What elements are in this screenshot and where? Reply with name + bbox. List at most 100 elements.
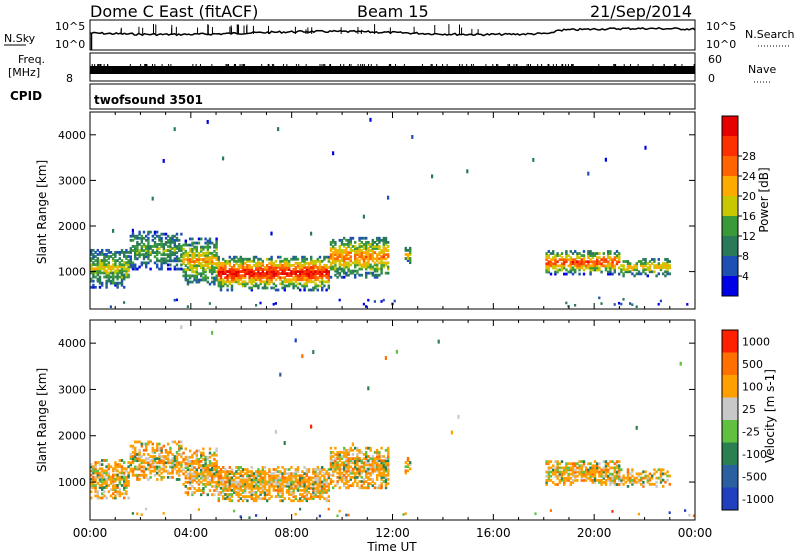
heatmap-cell [140,263,143,267]
heatmap-cell [664,266,667,270]
heatmap-cell [382,253,385,257]
heatmap-cell [283,257,286,261]
heatmap-cell [123,267,126,271]
heatmap-cell [576,478,579,482]
heatmap-cell [582,250,586,253]
heatmap-cell [200,489,203,492]
heatmap-cell [283,468,286,471]
heatmap-cell [288,478,291,482]
heatmap-cell [195,476,198,480]
heatmap-cell [142,236,146,240]
heatmap-cell [266,268,269,271]
heatmap-cell [274,468,278,471]
heatmap-cell [582,258,586,262]
heatmap-cell [94,490,97,494]
heatmap-cell [281,499,284,503]
heatmap-cell [94,259,97,263]
heatmap-cell [618,468,621,472]
heatmap-cell [378,453,381,456]
heatmap-cell [387,453,390,456]
heatmap-cell [272,282,275,286]
heatmap-cell [303,255,306,259]
heatmap-cell [409,248,412,252]
heatmap-cell [626,264,630,268]
heatmap-cell [664,270,667,274]
heatmap-cell [90,477,93,481]
heatmap-cell [120,265,124,269]
heatmap-cell [604,258,608,262]
heatmap-cell [620,270,623,274]
heatmap-cell [329,263,333,267]
heatmap-cell [323,468,326,471]
heatmap-cell [334,247,337,250]
heatmap-cell [120,477,124,481]
heatmap-cell [343,463,346,467]
heatmap-cell [301,493,304,496]
heatmap-cell [358,236,361,240]
heatmap-cell [268,493,271,496]
heatmap-cell [318,486,322,490]
heatmap-cell [296,488,300,492]
heatmap-cell [334,261,337,265]
heatmap-cell [596,260,599,264]
heatmap-cell [316,491,319,494]
heatmap-cell [618,256,621,260]
heatmap-cell [371,484,374,488]
heatmap-cell [211,253,214,257]
heatmap-cell [343,478,346,481]
heatmap-cell [173,463,176,467]
colorbar-swatch [722,465,738,488]
heatmap-cell [611,478,614,482]
heatmap-cell [169,471,172,475]
heatmap-cell [411,134,414,139]
heatmap-cell [369,446,372,450]
heatmap-cell [285,472,289,476]
heatmap-cell [120,492,124,496]
heatmap-cell [376,267,379,271]
heatmap-cell [384,480,388,483]
heatmap-cell [318,480,322,484]
heatmap-cell [303,491,306,494]
heatmap-cell [98,486,102,489]
heatmap-cell [274,478,278,482]
heatmap-cell [582,262,586,266]
heatmap-cell [241,499,245,503]
heatmap-cell [191,480,194,484]
heatmap-cell [642,270,645,274]
heatmap-cell [131,261,135,265]
heatmap-cell [646,476,649,480]
colorbar-swatch [722,352,738,375]
heatmap-cell [622,266,625,270]
heatmap-cell [123,261,126,265]
heatmap-cell [626,484,630,488]
heatmap-cell [362,463,366,467]
heatmap-cell [356,457,359,461]
heatmap-cell [200,472,203,476]
heatmap-cell [160,238,163,242]
heatmap-cell [228,499,231,503]
heatmap-cell [567,462,570,466]
heatmap-cell [345,253,348,257]
heatmap-cell [134,245,137,248]
heatmap-cell [318,478,322,482]
heatmap-cell [147,236,150,240]
heatmap-cell [272,468,275,471]
heatmap-cell [129,259,132,263]
heatmap-cell [208,447,212,451]
heatmap-cell [589,270,592,274]
heatmap-cell [369,249,372,252]
heatmap-cell [648,482,652,486]
heatmap-cell [206,480,209,484]
heatmap-cell [184,241,187,245]
heatmap-cell [354,251,357,255]
heatmap-cell [213,243,216,247]
heatmap-cell [666,268,669,272]
heatmap-cell [178,245,181,248]
heatmap-cell [281,263,284,267]
heatmap-cell [338,473,341,477]
heatmap-cell [589,260,592,264]
heatmap-cell [222,263,225,267]
heatmap-cell [116,283,119,287]
heatmap-cell [290,257,293,261]
heatmap-cell [387,267,390,271]
